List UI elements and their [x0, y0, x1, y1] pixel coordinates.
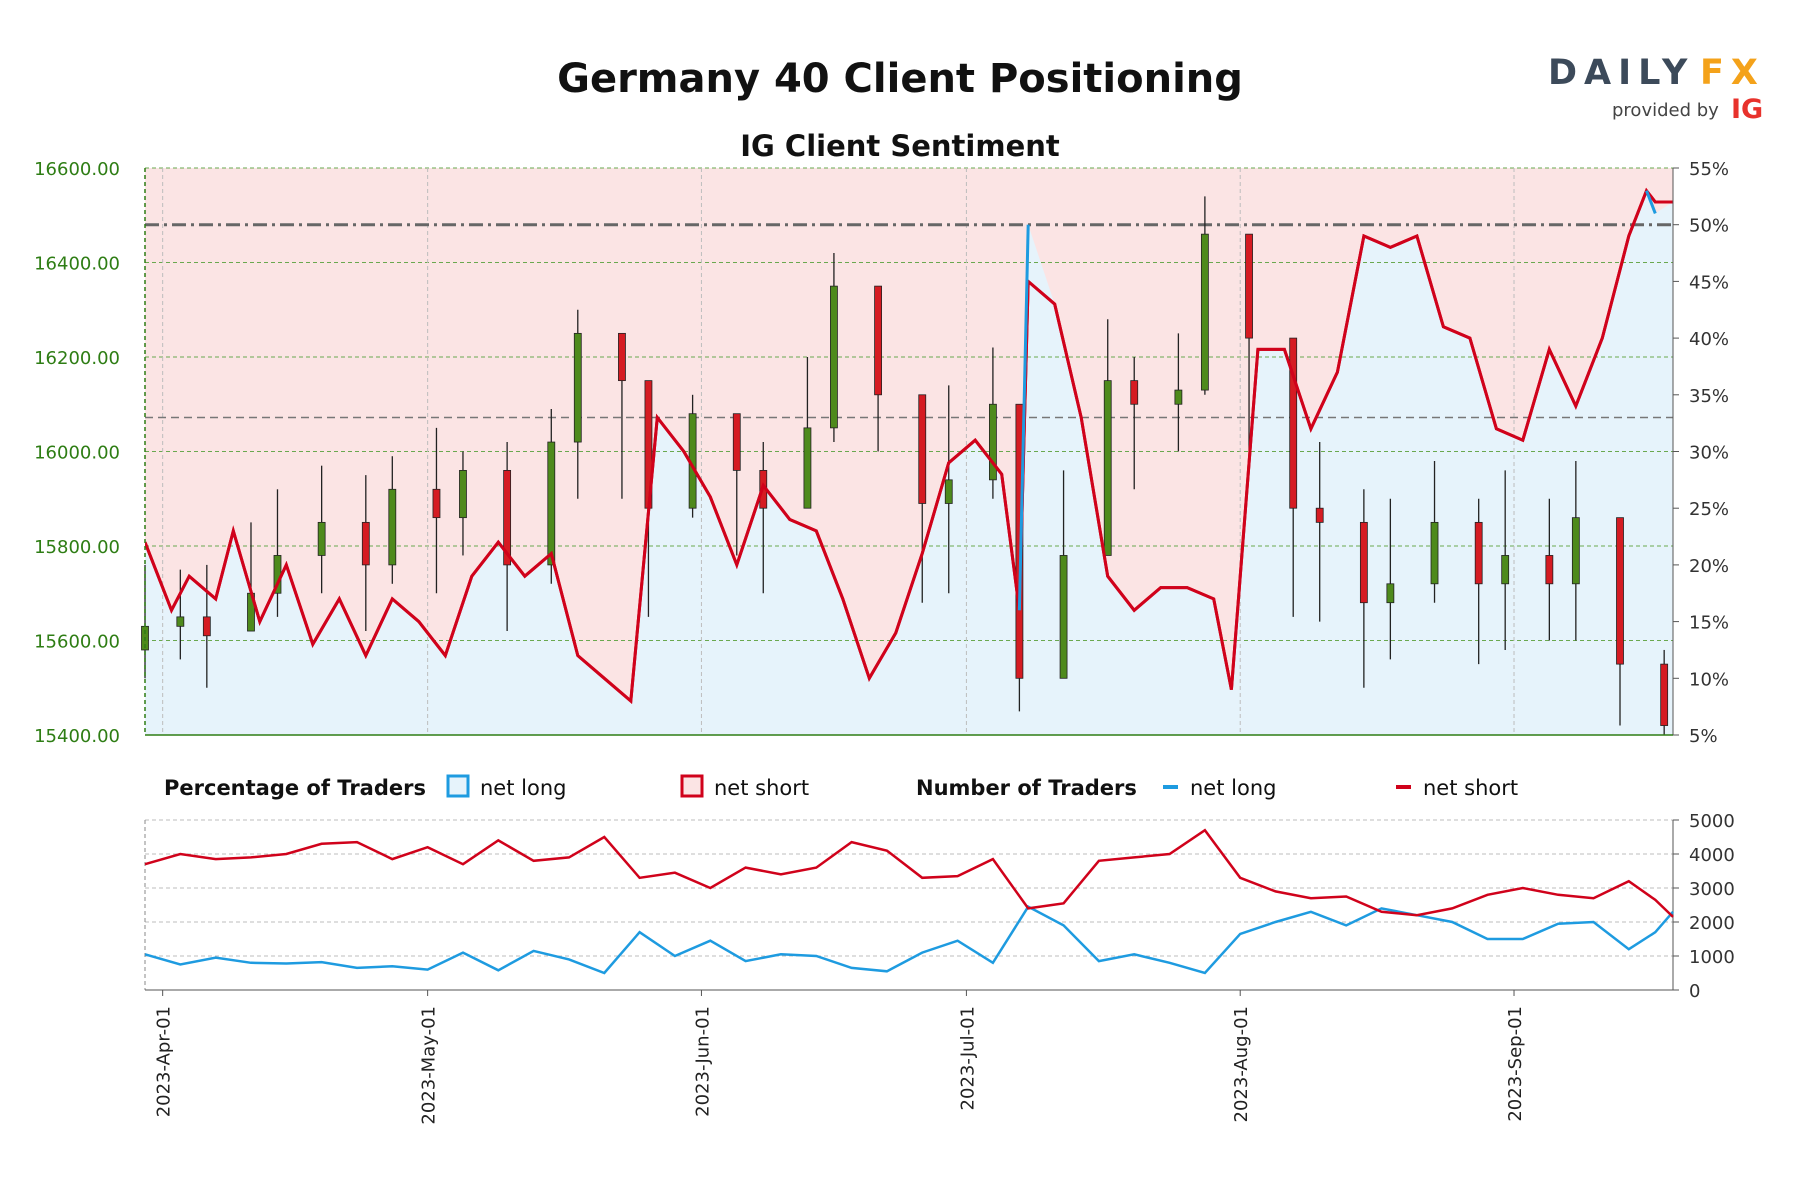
candle-body: [803, 427, 812, 509]
y-right-tick-label: 5%: [1689, 726, 1718, 747]
candle-body: [1430, 521, 1439, 585]
y-right-tick-label: 50%: [1689, 216, 1729, 237]
dailyfx-logo: DAILY FX provided by IG: [1548, 53, 1765, 125]
legend-pct-long-swatch: [446, 774, 470, 798]
x-tick-label: 2023-Aug-01: [1231, 1006, 1252, 1122]
count-tick-label: 1000: [1689, 947, 1735, 968]
legend: Percentage of Traders net long net short…: [164, 774, 1518, 800]
y-right-tick-label: 55%: [1689, 159, 1729, 180]
candle-body: [432, 488, 441, 519]
candle-body: [1245, 233, 1253, 339]
count-tick-label: 3000: [1689, 879, 1735, 900]
candle-body: [176, 616, 185, 627]
candle-body: [1386, 583, 1395, 604]
main-axes: 15400.00 15600.00 15800.00 16000.00 16200.00…: [34, 159, 1729, 747]
legend-pct-short-label: net short: [714, 776, 809, 800]
logo-provided-by: provided by: [1612, 100, 1719, 121]
candle-body: [1289, 337, 1298, 509]
candle-body: [1571, 517, 1580, 585]
net-long-pct-segment: [1017, 224, 1030, 611]
count-tick-label: 4000: [1689, 845, 1735, 866]
candle-body: [361, 521, 370, 566]
candle-body: [1501, 555, 1510, 585]
y-left-tick-label: 15800.00: [34, 537, 120, 558]
logo-fx-text: FX: [1700, 53, 1765, 93]
candle-body: [1200, 233, 1209, 391]
x-tick-label: 2023-Apr-01: [154, 1006, 175, 1117]
y-left-tick-label: 15400.00: [34, 726, 120, 747]
candle-body: [202, 616, 211, 637]
legend-percentage-title: Percentage of Traders: [164, 776, 426, 800]
candle-body: [618, 332, 626, 382]
legend-number-title: Number of Traders: [916, 776, 1137, 800]
y-left-tick-label: 16000.00: [34, 443, 120, 464]
candle-body: [1660, 663, 1669, 726]
x-axis: 2023-Apr-01 2023-May-01 2023-Jun-01 2023-Ju…: [154, 990, 1526, 1125]
candle-body: [1103, 380, 1112, 556]
candle-body: [918, 394, 927, 504]
candle-body: [1015, 403, 1024, 679]
chart-subtitle: IG Client Sentiment: [740, 129, 1060, 163]
candle-body: [989, 403, 997, 481]
y-right-tick-label: 15%: [1689, 613, 1729, 634]
net-long-pct-segment: [1645, 190, 1657, 214]
chart-title: Germany 40 Client Positioning: [557, 56, 1243, 102]
candle-body: [1359, 521, 1368, 604]
x-tick-label: 2023-Jul-01: [957, 1006, 978, 1110]
y-left-tick-label: 15600.00: [34, 632, 120, 653]
logo-daily-text: DAILY: [1548, 53, 1694, 93]
y-right-tick-label: 35%: [1689, 386, 1729, 407]
candle-body: [1616, 517, 1624, 665]
x-tick-label: 2023-Jun-01: [692, 1006, 713, 1117]
candle-body: [830, 285, 838, 429]
y-left-tick-label: 16400.00: [34, 254, 120, 275]
candle-body: [874, 285, 882, 396]
y-right-tick-label: 45%: [1689, 272, 1729, 293]
candle-body: [459, 469, 467, 519]
net-short-pct-line-top: [145, 187, 1673, 705]
candle-body: [732, 413, 741, 471]
lower-background: [145, 820, 1673, 990]
legend-pct-long-label: net long: [480, 776, 566, 800]
candle-body: [1059, 555, 1068, 679]
lower-plot-area: 0 1000 2000 3000 4000 5000: [144, 811, 1735, 1002]
candle-body: [503, 469, 512, 566]
y-left-tick-label: 16200.00: [34, 348, 120, 369]
x-tick-label: 2023-May-01: [419, 1006, 440, 1125]
candle-body: [547, 441, 556, 566]
candle-body: [1315, 507, 1324, 523]
candle-body: [317, 521, 326, 556]
y-right-tick-label: 25%: [1689, 499, 1729, 520]
candle-body: [1474, 521, 1483, 585]
x-tick-label: 2023-Sep-01: [1505, 1006, 1526, 1122]
candle-body: [1130, 380, 1139, 405]
candle-body: [1545, 555, 1554, 585]
candle-body: [1174, 389, 1183, 405]
count-tick-label: 5000: [1689, 811, 1735, 832]
count-net-long-line: [144, 905, 1674, 975]
y-right-tick-label: 20%: [1689, 556, 1729, 577]
y-left-tick-label: 16600.00: [34, 159, 120, 180]
candle-body: [573, 332, 582, 443]
y-right-tick-label: 40%: [1689, 329, 1729, 350]
legend-num-long-label: net long: [1190, 776, 1276, 800]
logo-ig-text: IG: [1731, 94, 1763, 125]
candle-body: [944, 479, 953, 504]
candle-body: [388, 488, 397, 566]
legend-num-short-label: net short: [1423, 776, 1518, 800]
y-right-tick-label: 30%: [1689, 443, 1729, 464]
y-right-tick-label: 10%: [1689, 669, 1729, 690]
legend-pct-short-swatch: [680, 774, 704, 798]
count-tick-label: 2000: [1689, 913, 1735, 934]
net-long-area: [145, 190, 1673, 735]
count-net-short-line: [144, 828, 1674, 918]
main-plot-area: [141, 167, 1673, 736]
count-tick-label: 0: [1689, 981, 1700, 1002]
